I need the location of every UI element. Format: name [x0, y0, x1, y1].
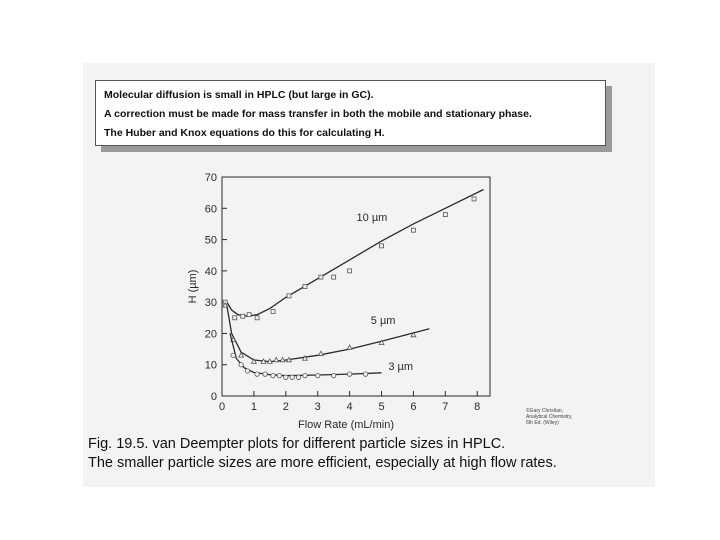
note-box: Molecular diffusion is small in HPLC (bu… [95, 80, 606, 146]
data-point [331, 373, 337, 379]
x-tick-label: 6 [410, 401, 416, 413]
data-point [283, 374, 289, 380]
note-line-1: Molecular diffusion is small in HPLC (bu… [104, 89, 374, 101]
data-point [410, 331, 417, 338]
data-point [238, 362, 244, 368]
data-point [270, 373, 276, 379]
data-point [254, 315, 260, 321]
copyright-credit: ©Gary Christian, Analytical Chemistry, 6… [526, 408, 616, 426]
caption-line-1: Fig. 19.5. van Deempter plots for differ… [88, 436, 506, 452]
data-point [238, 351, 245, 358]
data-point [411, 227, 416, 233]
data-point [260, 358, 267, 364]
data-point [232, 315, 238, 321]
data-point [286, 293, 292, 299]
data-point [318, 274, 324, 280]
data-point [295, 374, 302, 380]
data-point [230, 352, 236, 358]
data-point [317, 350, 324, 356]
series-line [226, 305, 430, 363]
x-axis-label: Flow Rate (mL/min) [298, 419, 394, 431]
y-tick-label: 50 [205, 235, 217, 247]
x-tick-label: 1 [251, 401, 257, 413]
x-tick-label: 8 [474, 401, 480, 413]
y-tick-label: 40 [205, 266, 217, 278]
data-point [347, 371, 353, 377]
data-point [302, 284, 308, 289]
data-point [379, 243, 384, 249]
y-tick-label: 70 [205, 172, 217, 184]
data-point [301, 355, 309, 361]
series-annotation: 10 µm [357, 212, 388, 224]
credit-line-2: Analytical Chemistry, [526, 414, 573, 420]
data-point [315, 373, 321, 379]
x-tick-label: 0 [219, 401, 225, 413]
data-point [285, 356, 293, 363]
series-annotation: 3 µm [388, 361, 413, 373]
x-tick-label: 4 [347, 401, 353, 413]
data-point [273, 356, 280, 363]
data-point [262, 371, 268, 377]
series-annotation: 5 µm [371, 315, 396, 327]
credit-line-1: ©Gary Christian, [526, 408, 564, 414]
data-point [471, 196, 477, 202]
data-point [276, 373, 283, 379]
data-point [302, 373, 308, 379]
y-tick-label: 30 [205, 297, 217, 309]
note-line-3: The Huber and Knox equations do this for… [104, 127, 385, 139]
x-tick-label: 5 [378, 401, 384, 413]
x-tick-label: 2 [283, 401, 289, 413]
data-point [246, 312, 252, 318]
data-point [347, 268, 353, 274]
caption-line-2: The smaller particle sizes are more effi… [88, 455, 557, 471]
series-line [226, 188, 484, 317]
data-point [442, 212, 448, 217]
data-point [266, 358, 273, 364]
data-point [250, 358, 257, 364]
data-point [362, 371, 369, 377]
series-line [229, 333, 382, 377]
y-tick-label: 0 [211, 391, 217, 403]
data-point [222, 301, 229, 308]
data-point [244, 368, 251, 374]
data-point [289, 374, 295, 380]
data-point [240, 313, 246, 319]
credit-line-3: 6th Ed. (Wiley) [526, 420, 559, 426]
y-tick-label: 60 [205, 203, 217, 215]
data-point [270, 309, 276, 314]
note-line-2: A correction must be made for mass trans… [104, 108, 532, 120]
data-point [331, 274, 337, 280]
x-tick-label: 7 [442, 401, 448, 413]
figure-caption: Fig. 19.5. van Deempter plots for differ… [88, 435, 648, 473]
data-point [346, 344, 353, 350]
data-point [279, 356, 286, 363]
data-point [254, 371, 260, 377]
y-tick-label: 20 [205, 328, 217, 340]
y-tick-label: 10 [205, 360, 217, 372]
y-axis-label: H (µm) [187, 270, 199, 304]
plot-frame [221, 176, 491, 397]
x-tick-label: 3 [315, 401, 321, 413]
data-point [378, 339, 385, 346]
